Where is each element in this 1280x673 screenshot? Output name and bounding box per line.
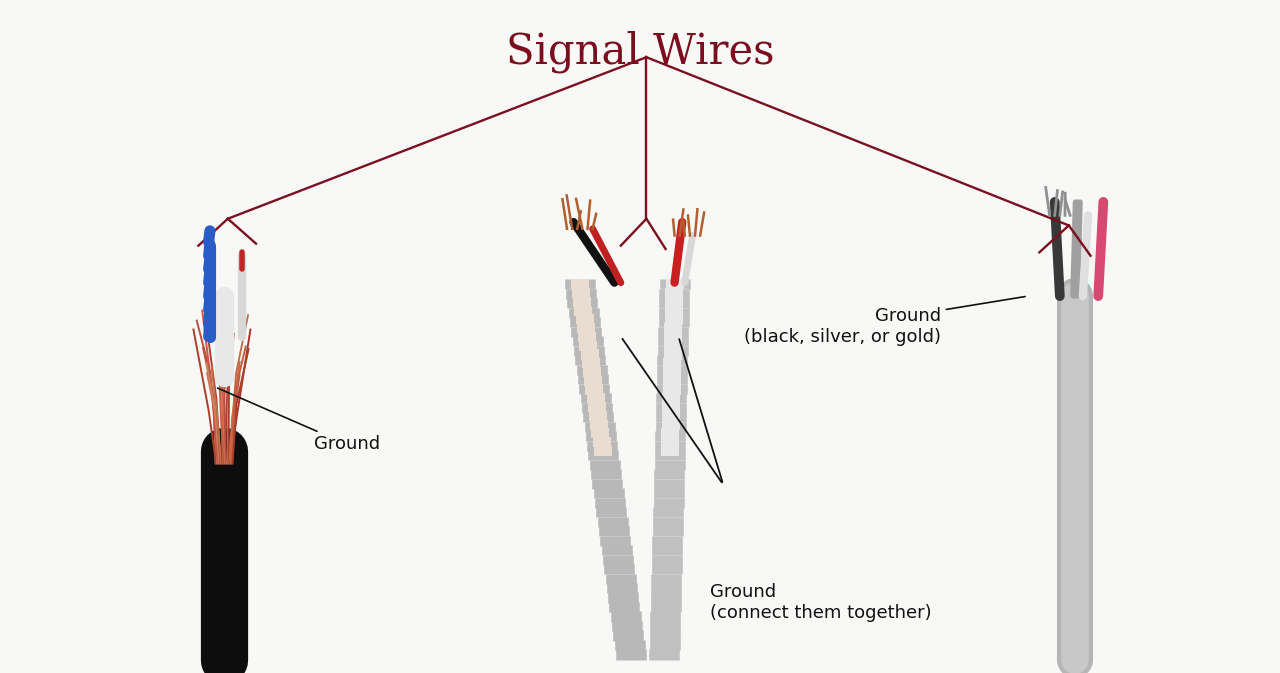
Text: Signal Wires: Signal Wires — [506, 30, 774, 73]
Text: Ground
(connect them together): Ground (connect them together) — [710, 583, 932, 622]
Text: Ground: Ground — [218, 388, 380, 453]
Text: Ground
(black, silver, or gold): Ground (black, silver, or gold) — [744, 297, 1025, 346]
